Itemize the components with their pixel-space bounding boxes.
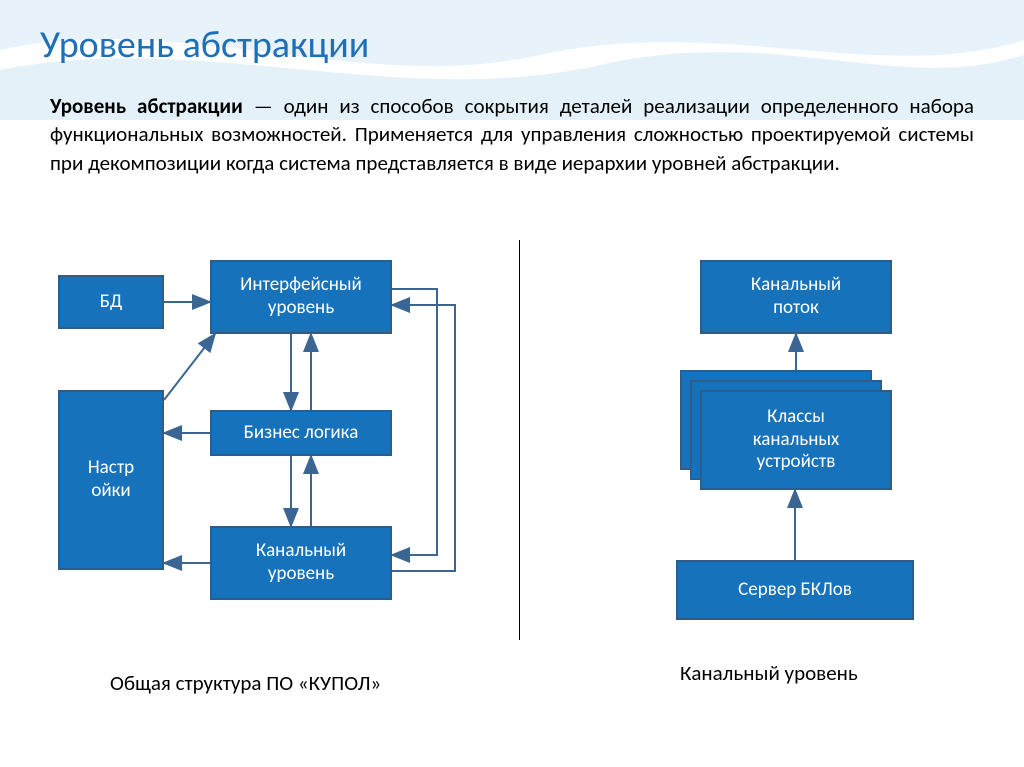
left-node-interface: Интерфейсныйуровень [210,260,392,334]
left-node-business: Бизнес логика [210,410,392,456]
right-caption: Канальный уровень [680,660,858,686]
definition-paragraph: Уровень абстракции — один из способов со… [50,92,974,177]
slide-title: Уровень абстракции [40,22,369,68]
left-node-channel: Канальныйуровень [210,526,392,600]
right-node-stream: Канальныйпоток [700,260,892,334]
right-node-server: Сервер БКЛов [676,560,914,620]
left-caption: Общая структура ПО «КУПОЛ» [110,670,381,696]
right-node-classes: Классыканальныхустройств [700,390,892,490]
left-node-settings: Настройки [58,390,164,570]
diagram-area: БД Интерфейсныйуровень Настройки Бизнес лог… [0,240,1024,767]
left-node-bd: БД [58,275,164,329]
